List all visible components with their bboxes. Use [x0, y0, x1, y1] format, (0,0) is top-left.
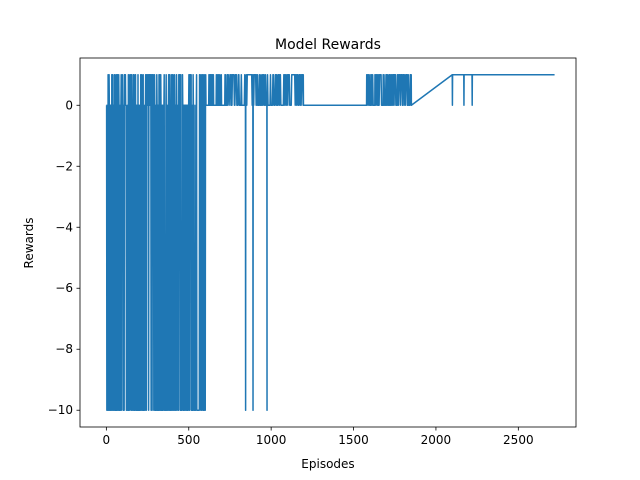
- x-tick-label: 500: [177, 433, 200, 447]
- x-tick-label: 2500: [503, 433, 534, 447]
- y-tick-label: −6: [55, 281, 73, 295]
- y-axis-title: Rewards: [22, 218, 36, 269]
- axes: 0 500 1000 1500 2000 2500 −10 −8 −6 −4 −2 0: [48, 57, 577, 447]
- x-axis-title: Episodes: [301, 457, 354, 471]
- y-tick-label: 0: [65, 98, 73, 112]
- x-tick-label: 1000: [256, 433, 287, 447]
- x-tick-label: 2000: [421, 433, 452, 447]
- y-tick-label: −4: [55, 220, 73, 234]
- x-tick-label: 0: [103, 433, 111, 447]
- x-tick-label: 1500: [338, 433, 369, 447]
- y-tick-label: −8: [55, 342, 73, 356]
- y-tick-label: −10: [48, 403, 73, 417]
- plot-area: [105, 74, 555, 411]
- y-tick-label: −2: [55, 159, 73, 173]
- chart-title: Model Rewards: [275, 37, 381, 53]
- axes-frame: [79, 57, 577, 428]
- reward-series-line: [105, 74, 555, 411]
